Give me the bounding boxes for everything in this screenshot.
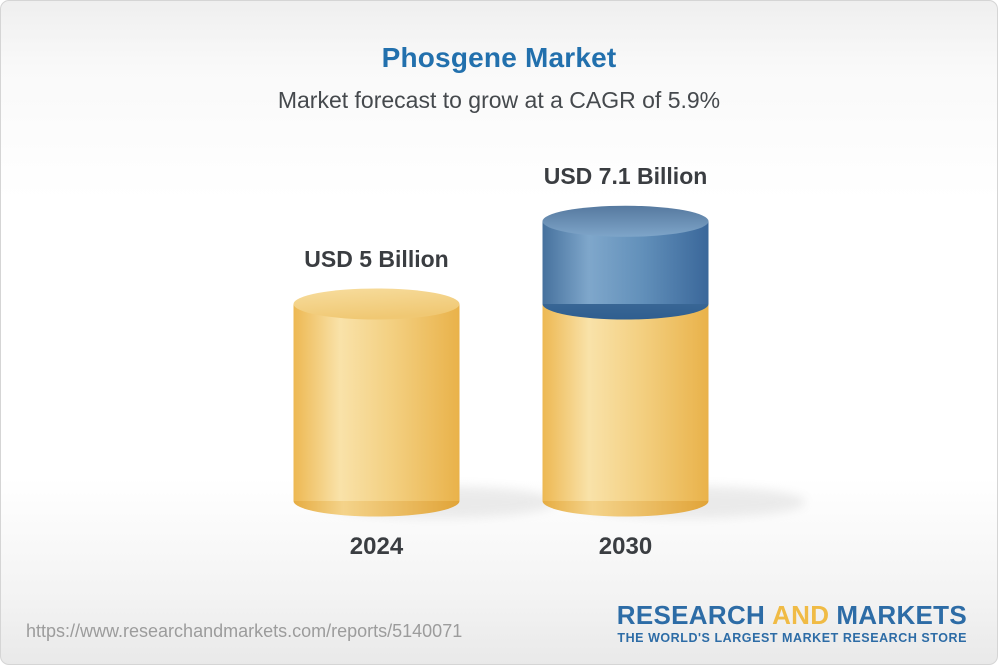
- report-url: https://www.researchandmarkets.com/repor…: [26, 621, 463, 641]
- cylinder-top-cap: [293, 288, 460, 320]
- logo-word-research: RESEARCH: [616, 600, 766, 630]
- logo-wordmark: RESEARCH AND MARKETS: [617, 602, 967, 628]
- bar-2030: [542, 205, 806, 518]
- bars-layer: [293, 205, 806, 518]
- year-label-2030: 2030: [598, 533, 653, 560]
- logo-tagline: THE WORLD'S LARGEST MARKET RESEARCH STOR…: [617, 631, 967, 645]
- cylinder-segment-yellow: [542, 304, 709, 501]
- research-and-markets-logo: RESEARCH AND MARKETS THE WORLD'S LARGEST M…: [617, 602, 967, 645]
- bar-2024: [293, 288, 557, 518]
- year-label-2024: 2024: [349, 533, 404, 560]
- value-label-2030: USD 7.1 Billion: [543, 162, 708, 189]
- chart-title: Phosgene Market: [381, 42, 617, 73]
- cylinder-segment-yellow: [293, 304, 460, 501]
- logo-word-markets: MARKETS: [836, 600, 967, 630]
- value-label-2024: USD 5 Billion: [304, 245, 449, 272]
- logo-word-and: AND: [772, 600, 830, 630]
- chart-subtitle: Market forecast to grow at a CAGR of 5.9…: [277, 87, 721, 113]
- cylinder-top-cap: [542, 205, 709, 237]
